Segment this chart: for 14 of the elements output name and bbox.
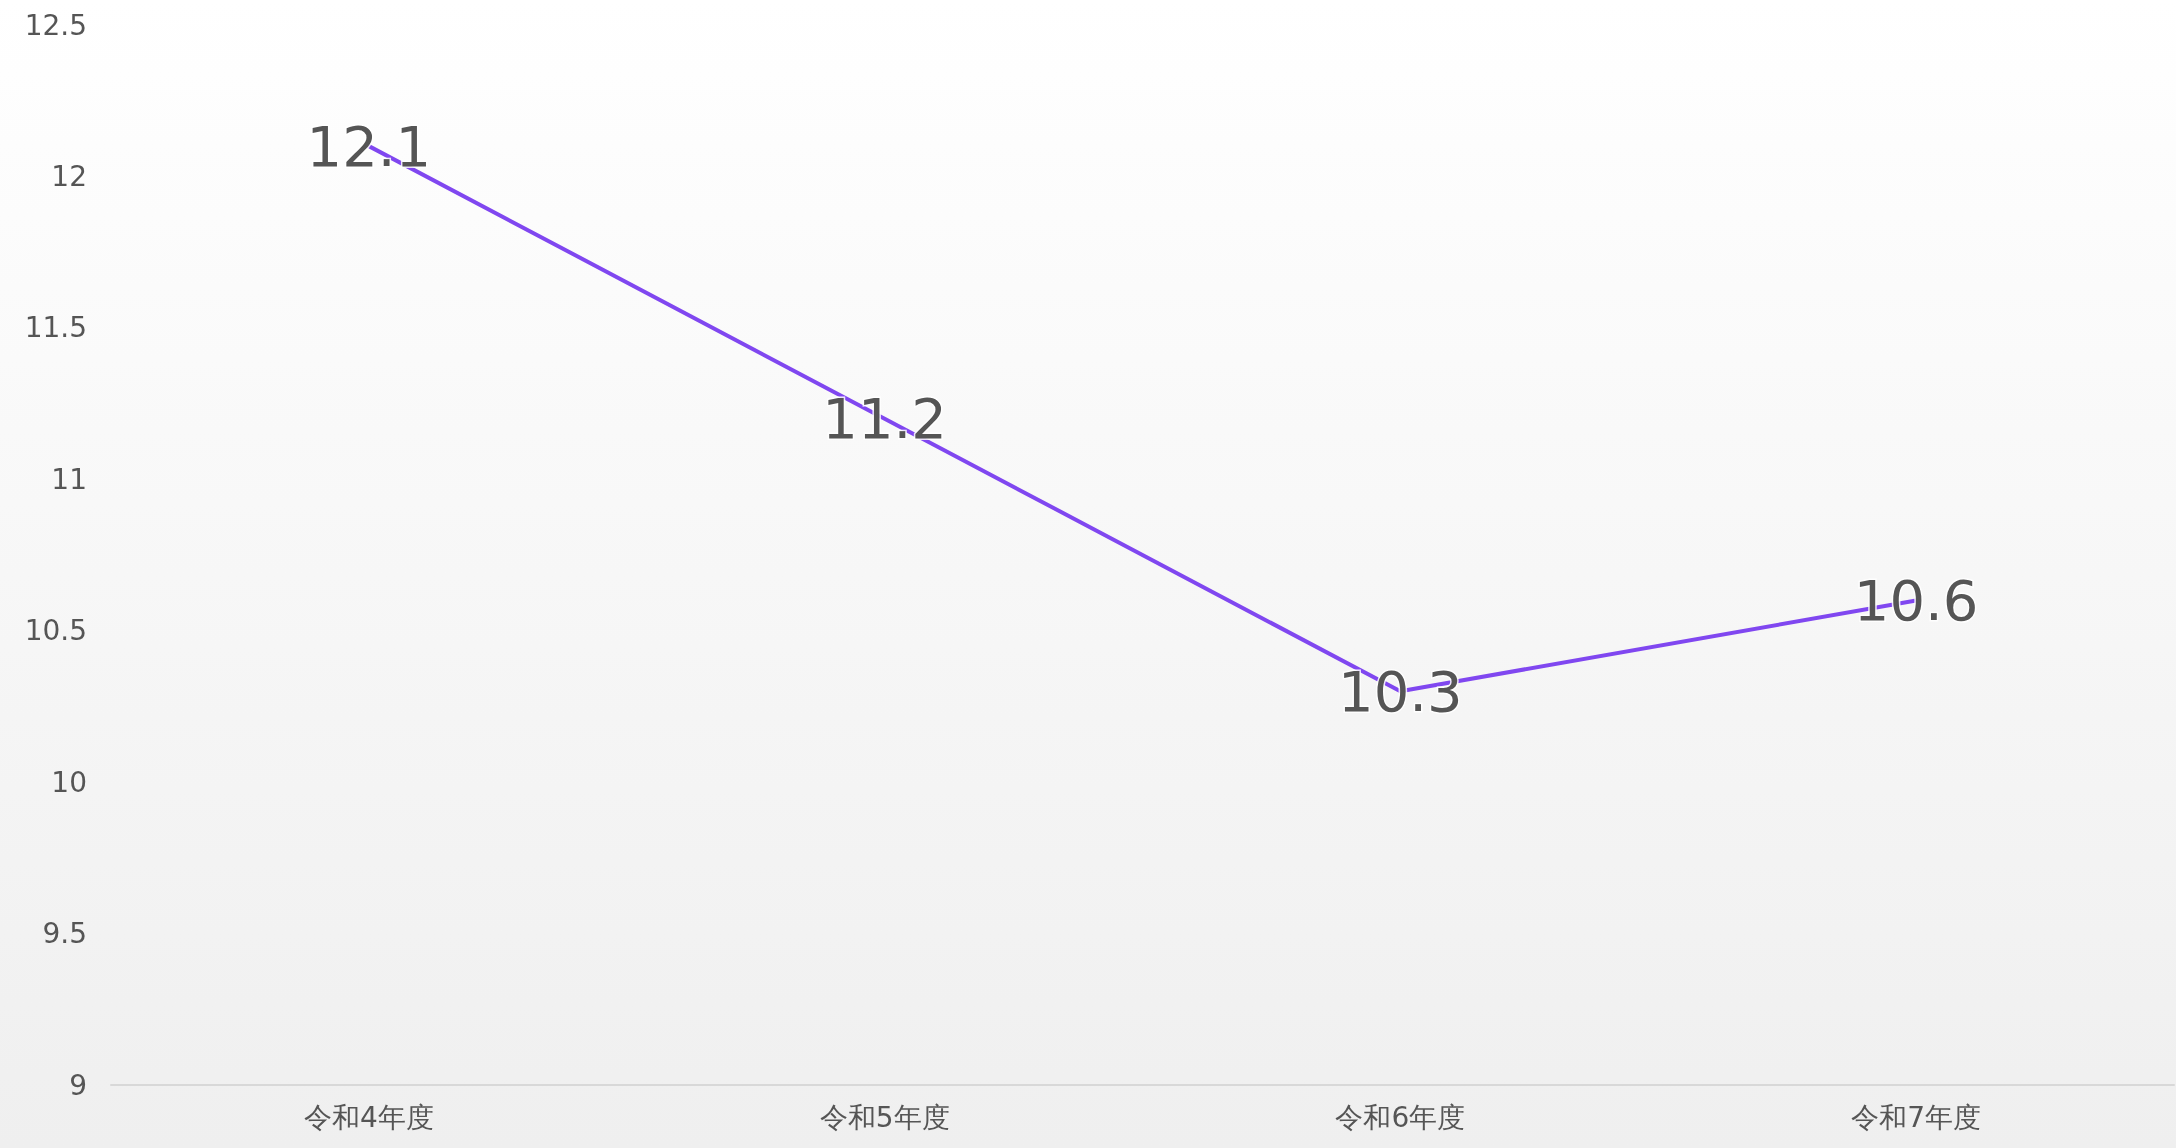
- y-tick-label: 11: [51, 462, 87, 496]
- y-tick-label: 12: [51, 159, 87, 193]
- y-tick-label: 10: [51, 765, 87, 799]
- y-tick-label: 11.5: [24, 311, 87, 345]
- x-tick-label: 令和6年度: [1335, 1100, 1466, 1134]
- x-tick-label: 令和7年度: [1851, 1100, 1982, 1134]
- y-tick-label: 10.5: [24, 614, 87, 648]
- y-tick-label: 9: [69, 1068, 87, 1102]
- y-tick-label: 12.5: [24, 8, 87, 42]
- data-label: 10.6: [1853, 567, 1979, 633]
- x-tick-label: 令和5年度: [819, 1100, 950, 1134]
- data-label: 12.1: [306, 113, 432, 179]
- y-tick-label: 9.5: [42, 917, 87, 951]
- x-tick-label: 令和4年度: [303, 1100, 434, 1134]
